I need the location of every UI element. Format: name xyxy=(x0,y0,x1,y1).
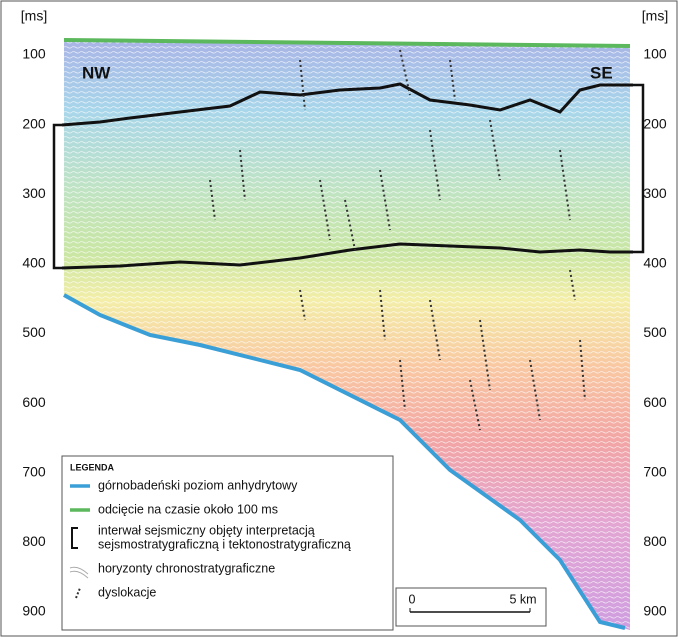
legend-text: dyslokacje xyxy=(98,585,156,599)
legend-text: sejsmostratygraficzną i tektonostratygra… xyxy=(98,537,351,551)
y-tick-label: 600 xyxy=(22,394,46,410)
y-tick-label: 100 xyxy=(22,46,46,62)
y-tick-label: 600 xyxy=(643,394,667,410)
y-tick-label: 900 xyxy=(22,603,46,619)
y-tick-label: 500 xyxy=(643,324,667,340)
y-tick-label: 100 xyxy=(643,46,667,62)
legend-text: górnobadeński poziom anhydrytowy xyxy=(98,478,298,492)
figure: [ms] [ms] NW SE LEGENDA górnobadeński po… xyxy=(0,0,678,637)
scale-end: 5 km xyxy=(509,592,536,606)
y-tick-label: 500 xyxy=(22,324,46,340)
y-tick-label: 200 xyxy=(22,115,46,131)
direction-label: SE xyxy=(590,63,613,82)
legend: LEGENDA górnobadeński poziom anhydrytowy… xyxy=(62,456,393,630)
y-tick-label: 400 xyxy=(643,255,667,271)
y-tick-label: 300 xyxy=(22,185,46,201)
y-tick-label: 200 xyxy=(643,115,667,131)
y-tick-label: 400 xyxy=(22,255,46,271)
direction-label: NW xyxy=(82,63,111,82)
scale-bar: 0 5 km xyxy=(396,588,546,626)
axis-unit: [ms] xyxy=(642,8,668,24)
axis-unit: [ms] xyxy=(21,8,47,24)
legend-title: LEGENDA xyxy=(70,462,115,472)
legend-text: interwał sejsmiczny objęty interpretacją xyxy=(98,523,315,537)
legend-text: odcięcie na czasie około 100 ms xyxy=(98,502,278,516)
scale-start: 0 xyxy=(409,592,416,606)
y-tick-label: 700 xyxy=(22,463,46,479)
legend-text: horyzonty chronostratygraficzne xyxy=(98,561,275,575)
y-tick-label: 700 xyxy=(643,463,667,479)
y-tick-label: 800 xyxy=(22,533,46,549)
y-tick-label: 900 xyxy=(643,603,667,619)
y-tick-label: 800 xyxy=(643,533,667,549)
y-tick-label: 300 xyxy=(643,185,667,201)
